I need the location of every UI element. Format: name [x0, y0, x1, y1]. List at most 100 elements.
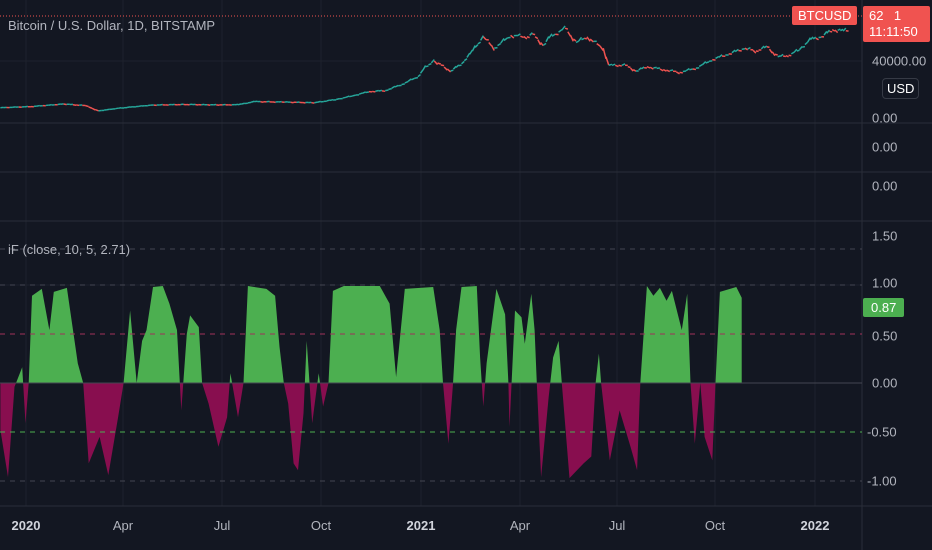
time-axis-label: Jul [608, 518, 626, 533]
price-candle [611, 63, 616, 66]
price-candle [358, 92, 363, 95]
price-candle [260, 100, 264, 103]
price-candle [437, 62, 442, 65]
price-candle [551, 33, 556, 37]
last-price-badge: 62 1 11:11:50 [863, 6, 930, 42]
price-candle [534, 36, 539, 40]
price-candle [443, 66, 448, 71]
price-candle [401, 83, 405, 86]
last-price: 62 1 [869, 8, 902, 23]
price-candle [404, 80, 409, 84]
bar-countdown: 11:11:50 [869, 24, 918, 39]
price-candle [138, 105, 143, 108]
time-axis-label: 2020 [11, 518, 41, 533]
price-candle [526, 36, 530, 39]
price-candle [375, 89, 379, 92]
price-candle [542, 42, 547, 46]
time-axis-label: Apr [112, 518, 134, 533]
price-candle [63, 103, 67, 106]
price-candle [640, 66, 645, 70]
price-candle [529, 32, 533, 36]
price-candle [837, 28, 841, 32]
price-candle [572, 38, 577, 42]
price-candle [48, 103, 52, 106]
currency-button[interactable]: USD [882, 78, 920, 99]
price-candle [629, 67, 634, 72]
price-candle [734, 48, 739, 53]
price-candle [539, 41, 544, 47]
price-candle [510, 34, 515, 39]
price-candle [575, 40, 580, 44]
price-candle [682, 70, 687, 73]
time-axis-label: Oct [704, 518, 726, 533]
price-candle [362, 91, 366, 95]
price-candle [455, 64, 460, 68]
price-candle [826, 29, 831, 34]
time-axis-label: 2021 [406, 518, 436, 533]
price-candle [567, 31, 572, 37]
price-candle [581, 37, 585, 41]
price-candle [583, 37, 588, 40]
price-candle [815, 37, 819, 41]
price-candle [317, 100, 321, 104]
price-candle [779, 53, 784, 57]
price-candle [36, 104, 40, 107]
indicator-axis-label: -1.00 [867, 473, 897, 489]
price-candle [771, 51, 776, 57]
price-candle [840, 28, 844, 32]
price-candle [523, 35, 528, 40]
price-candle [842, 27, 847, 32]
price-candle [91, 107, 96, 111]
price-candle [798, 46, 803, 51]
price-candle [793, 48, 798, 53]
price-candle [586, 36, 591, 42]
symbol-title[interactable]: Bitcoin / U.S. Dollar, 1D, BITSTAMP [8, 18, 216, 33]
price-candle [314, 101, 318, 104]
price-axis-label: 40000.00 [872, 53, 927, 69]
price-candle [768, 48, 773, 54]
price-candle [378, 89, 383, 92]
price-candle [701, 61, 707, 66]
price-candle [497, 42, 502, 47]
symbol-badge: BTCUSD [792, 6, 858, 25]
indicator-title[interactable]: iF (close, 10, 5, 2.71) [8, 242, 131, 257]
price-candle [747, 46, 751, 50]
pane-axis-label: 0.00 [872, 178, 898, 194]
price-candle [391, 85, 396, 89]
price-candle [569, 35, 574, 42]
price-candle [440, 64, 445, 67]
price-candle [117, 107, 122, 110]
price-candle [834, 29, 839, 34]
price-candle [605, 56, 610, 66]
price-candle [349, 95, 353, 98]
price-candle [411, 77, 415, 81]
price-candle [326, 99, 331, 102]
indicator-axis-label: 0.50 [872, 328, 898, 344]
price-candle [106, 108, 110, 111]
price-candle [477, 41, 482, 45]
price-candle [715, 55, 720, 60]
price-candle [614, 64, 619, 68]
price-candle [812, 36, 817, 40]
price-candle [627, 65, 631, 69]
time-axis-label: Apr [509, 518, 531, 533]
price-candle [461, 60, 465, 65]
time-axis-label: Jul [213, 518, 231, 533]
price-candle [88, 106, 93, 109]
price-candle [385, 89, 389, 92]
price-candle [796, 49, 800, 52]
price-candle [237, 103, 242, 106]
price-candle [744, 47, 749, 51]
price-candle [335, 97, 340, 101]
price-candle [558, 29, 563, 33]
price-candle [662, 68, 667, 72]
price-candle [689, 68, 693, 71]
price-candle [479, 35, 484, 41]
price-candle [417, 74, 421, 78]
price-candle [659, 68, 664, 72]
price-candle [718, 54, 723, 58]
price-candle [763, 45, 768, 49]
price-candle [790, 51, 795, 55]
